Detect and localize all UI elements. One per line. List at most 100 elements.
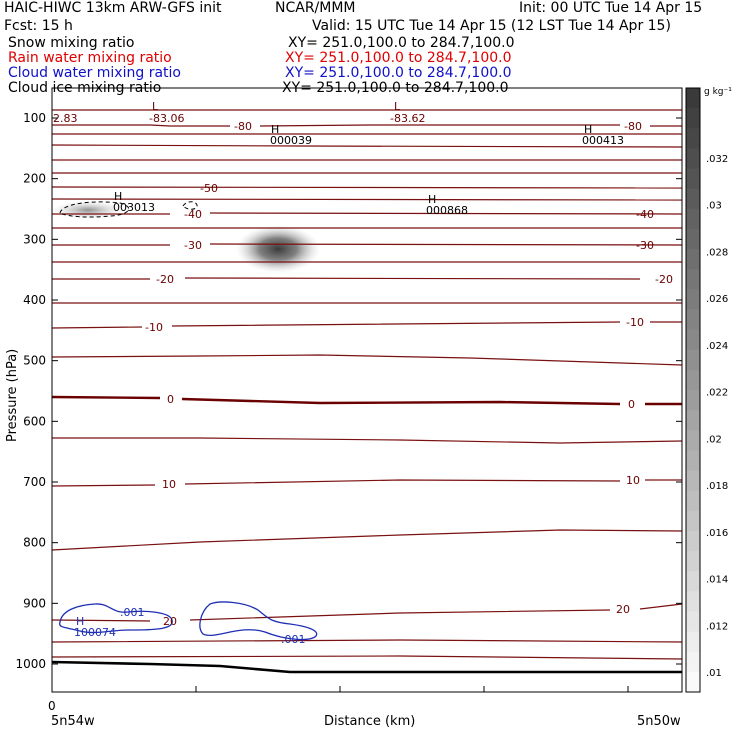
cloud-water-label: .001 [281,633,306,646]
contour-label-zero-a: 0 [167,393,174,406]
temperature-contours [51,109,683,660]
high-value: 003013 [113,201,155,214]
colorbar-segment [686,671,700,693]
temp-contour [52,437,683,444]
colorbar-segment [686,631,700,653]
cloud-ice-contour [59,201,198,218]
y-tick-label: 500 [23,354,46,368]
colorbar-segment [686,651,700,673]
temp-contour [51,198,683,201]
high-marker: H [114,190,122,203]
field-snow-xy: XY= 251.0,100.0 to 284.7,100.0 [288,35,515,51]
contour-label-minus20-a: -20 [156,273,174,286]
field-cloudwater-xy: XY= 251.0,100.0 to 284.7,100.0 [285,65,512,81]
colorbar-tick-label: .028 [706,247,728,258]
high-marker: H [428,193,436,206]
colorbar-segment [686,108,700,129]
temp-contour [51,479,682,487]
colorbar-unit: g kg⁻¹ [704,87,732,97]
high-marker: H [271,123,279,136]
contour-labels: -80 -80 -50 -40 -40 -30 -30 -20 -20 -10 … [145,120,673,628]
contour-label-minus80-a: -80 [234,120,252,133]
low-marker: L [152,100,159,113]
contour-label-20-a: 20 [163,615,177,628]
colorbar-segment [686,148,700,170]
terrain-surface [51,660,682,674]
y-tick-label: 700 [23,475,46,489]
colorbar-segment [686,530,700,552]
contour-label-minus10-b: -10 [626,316,644,329]
colorbar-segment [686,410,700,431]
colorbar-segment [686,208,700,230]
contour-label-10-a: 10 [162,478,176,491]
temp-contour [52,277,641,280]
colorbar-segment [686,168,700,190]
colorbar-tick-label: .012 [706,621,728,632]
contour-label-minus80-b: -80 [624,120,642,133]
x-end-label: 5n50w [637,714,681,729]
cloud-water-contour [59,601,318,641]
x-start-label: 5n54w [51,714,95,729]
colorbar-segment [686,390,700,411]
colorbar-segment [686,591,700,612]
y-tick-label: 400 [23,293,46,307]
field-rain-name: Rain water mixing ratio [8,50,172,66]
colorbar-segment [686,490,700,512]
y-tick-label: 100 [23,111,46,125]
contour-label-minus30-b: -30 [636,239,654,252]
field-cloudwater-name: Cloud water mixing ratio [8,65,181,81]
colorbar-segment [686,510,700,532]
colorbar-frame [685,87,701,693]
colorbar-segment [686,611,700,633]
temp-contour [51,321,682,329]
field-snow-name: Snow mixing ratio [8,35,135,51]
snow-maximum-shading [236,225,320,273]
high-value: 000868 [426,204,468,217]
temp-contour [52,212,683,215]
extrema-labels: 2.83 L -83.06 L -83.62 H 000039 H 000413… [53,100,624,646]
plot-frame [51,87,683,693]
y-tick-label: 200 [23,172,46,186]
contour-label-minus40-a: -40 [184,208,202,221]
header-fcst: Fcst: 15 h [4,18,73,34]
temp-contour [51,186,683,189]
temp-contour [52,124,682,127]
contour-label-10-b: 10 [626,474,640,487]
cloud-water-label: .001 [120,606,145,619]
freezing-level-contour [51,395,682,406]
colorbar-segment [686,551,700,572]
colorbar-tick-label: .022 [706,388,728,399]
y-tick-label: 900 [23,596,46,610]
colorbar-segment [686,309,700,331]
colorbar-tick-label: .018 [706,481,728,492]
contour-label-minus20-b: -20 [655,273,673,286]
y-tick-label: 1000 [15,657,46,671]
colorbar-segment [686,450,700,472]
x-origin-label: 0 [48,699,56,713]
temp-contour [52,243,683,246]
colorbar: .032 .03 .028 .026 .024 .022 .02 .018 .016 .014 .0… [685,87,728,693]
x-axis-ticks [51,686,629,692]
high-value: 000039 [270,134,312,147]
high-marker: H [76,615,84,628]
low-value: -83.62 [390,112,425,125]
edge-value-label: 2.83 [53,112,78,125]
temp-contour [51,603,683,622]
y-tick-label: 800 [23,536,46,550]
colorbar-segment [686,228,700,250]
low-value: -83.06 [149,112,184,125]
high-value: 100074 [74,626,116,639]
colorbar-segment [686,369,700,391]
contour-label-minus50: -50 [200,182,218,195]
high-marker: H [584,123,592,136]
colorbar-tick-label: .02 [706,434,722,445]
colorbar-segment [686,88,700,109]
colorbar-tick-label: .026 [706,294,728,305]
header-init: Init: 00 UTC Tue 14 Apr 15 [519,0,703,16]
colorbar-tick-label: .014 [706,575,728,586]
colorbar-segment [686,128,700,149]
colorbar-segment [686,249,700,270]
colorbar-segment [686,188,700,210]
contour-label-minus10-a: -10 [145,321,163,334]
